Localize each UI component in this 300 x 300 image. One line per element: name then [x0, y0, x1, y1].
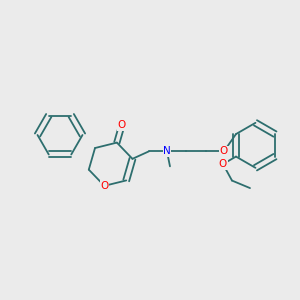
Text: O: O	[100, 181, 109, 191]
Text: O: O	[118, 120, 126, 130]
Text: O: O	[219, 159, 227, 169]
Text: N: N	[163, 146, 171, 156]
Text: O: O	[220, 146, 228, 156]
